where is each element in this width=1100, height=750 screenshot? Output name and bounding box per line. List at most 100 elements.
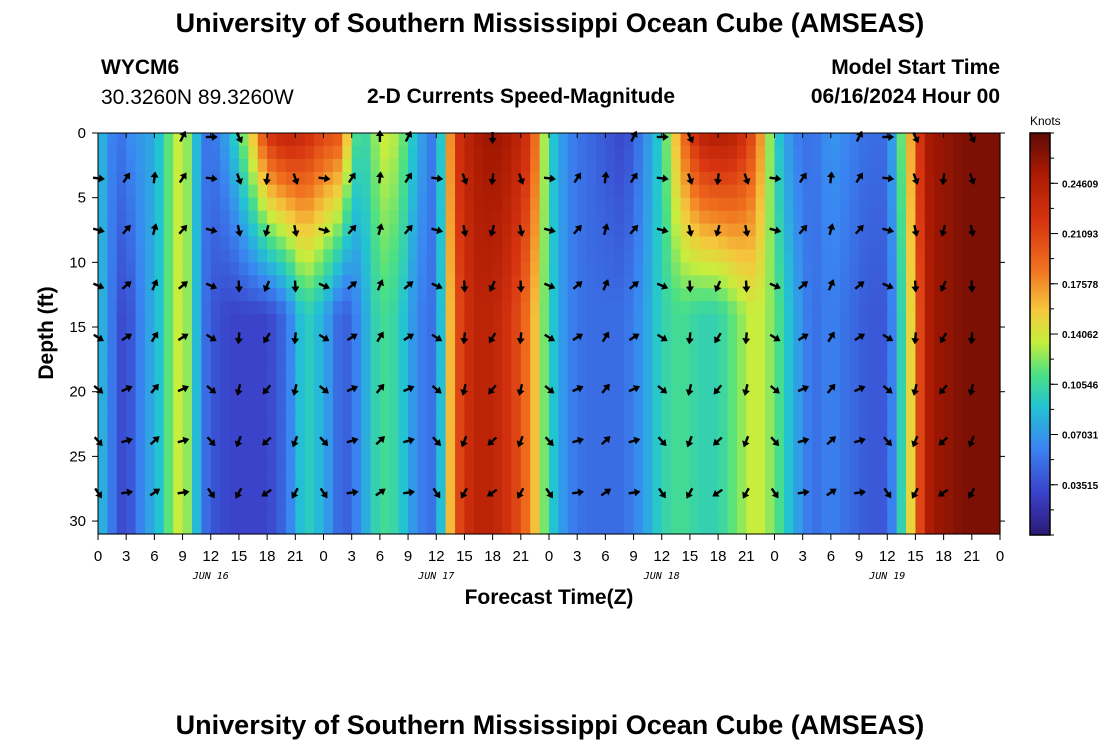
heatmap-cell <box>981 365 992 380</box>
current-arrow <box>798 224 808 235</box>
current-arrow <box>713 384 723 395</box>
heatmap-cell <box>962 184 973 199</box>
heatmap-cell <box>689 145 700 160</box>
heatmap-cell <box>793 378 804 393</box>
heatmap-cell <box>746 158 757 173</box>
heatmap-cell <box>229 404 240 419</box>
heatmap-cell <box>163 430 174 445</box>
heatmap-cell <box>924 456 935 470</box>
heatmap-cell <box>859 197 870 212</box>
heatmap-cell <box>774 327 785 341</box>
heatmap-cell <box>126 417 137 432</box>
heatmap-cell <box>154 301 165 315</box>
heatmap-cell <box>417 521 428 535</box>
heatmap-cell <box>464 184 475 199</box>
heatmap-cell <box>408 158 419 173</box>
heatmap-cell <box>971 352 982 367</box>
plot-title: 2-D Currents Speed-Magnitude <box>367 85 676 108</box>
heatmap-cell <box>689 275 700 289</box>
heatmap-cell <box>812 223 823 238</box>
heatmap-cell <box>276 430 287 445</box>
heatmap-cell <box>605 314 616 328</box>
heatmap-cell <box>530 210 541 225</box>
heatmap-cell <box>802 378 813 393</box>
heatmap-cell <box>332 352 343 367</box>
current-arrow <box>712 488 723 497</box>
heatmap-cell <box>943 352 954 367</box>
heatmap-cell <box>849 249 860 263</box>
heatmap-cell <box>586 365 597 380</box>
heatmap-cell <box>126 456 137 470</box>
heatmap-cell <box>267 365 278 380</box>
current-arrow <box>121 333 133 342</box>
heatmap-cell <box>840 327 851 341</box>
heatmap-cell <box>492 469 503 483</box>
y-axis-label: Depth (ft) <box>35 286 58 379</box>
heatmap-cell <box>624 495 635 509</box>
heatmap-cell <box>314 391 325 406</box>
heatmap-cell <box>126 158 137 173</box>
current-arrow <box>94 487 102 499</box>
heatmap-cell <box>238 314 249 328</box>
heatmap-cell <box>943 262 954 276</box>
heatmap-cell <box>173 443 184 457</box>
heatmap-cell <box>990 482 1001 496</box>
heatmap-cell <box>943 404 954 419</box>
heatmap-cell <box>605 158 616 173</box>
heatmap-cell <box>295 288 306 302</box>
heatmap-cell <box>765 430 776 445</box>
heatmap-cell <box>511 365 522 380</box>
heatmap-cell <box>445 378 456 393</box>
heatmap-cell <box>191 378 202 393</box>
heatmap-cell <box>821 352 832 367</box>
heatmap-cell <box>464 145 475 160</box>
heatmap-cell <box>323 145 334 160</box>
heatmap-cell <box>746 469 757 483</box>
heatmap-cell <box>652 391 663 406</box>
heatmap-cell <box>802 456 813 470</box>
heatmap-cell <box>229 417 240 432</box>
heatmap-cell <box>257 352 268 367</box>
heatmap-cell <box>699 210 710 225</box>
heatmap-cell <box>924 236 935 251</box>
heatmap-cell <box>595 365 606 380</box>
heatmap-cell <box>116 314 127 328</box>
heatmap-cell <box>671 275 682 289</box>
heatmap-cell <box>351 210 362 225</box>
heatmap-cell <box>107 391 118 406</box>
heatmap-cell <box>539 365 550 380</box>
heatmap-cell <box>210 327 221 341</box>
heatmap-cell <box>699 508 710 522</box>
heatmap-cell <box>971 443 982 457</box>
heatmap-cell <box>567 145 578 160</box>
heatmap-cell <box>173 262 184 276</box>
heatmap-cell <box>379 275 390 289</box>
heatmap-cell <box>135 210 146 225</box>
heatmap-cell <box>887 378 898 393</box>
heatmap-cell <box>689 339 700 354</box>
heatmap-cell <box>680 197 691 212</box>
heatmap-cell <box>765 158 776 173</box>
heatmap-cell <box>877 197 888 212</box>
heatmap-cell <box>859 288 870 302</box>
heatmap-cell <box>210 469 221 483</box>
heatmap-cell <box>520 456 531 470</box>
heatmap-cell <box>633 210 644 225</box>
heatmap-cell <box>680 210 691 225</box>
heatmap-cell <box>849 404 860 419</box>
heatmap-cell <box>736 314 747 328</box>
heatmap-cell <box>445 521 456 535</box>
heatmap-cell <box>849 417 860 432</box>
heatmap-cell <box>614 339 625 354</box>
heatmap-cell <box>436 365 447 380</box>
heatmap-cell <box>257 443 268 457</box>
heatmap-cell <box>605 339 616 354</box>
heatmap-cell <box>116 262 127 276</box>
heatmap-cell <box>680 417 691 432</box>
heatmap-cell <box>502 417 513 432</box>
heatmap-cell <box>248 456 259 470</box>
current-arrow <box>291 332 300 345</box>
heatmap-cell <box>342 339 353 354</box>
heatmap-cell <box>154 469 165 483</box>
heatmap-cell <box>990 223 1001 238</box>
